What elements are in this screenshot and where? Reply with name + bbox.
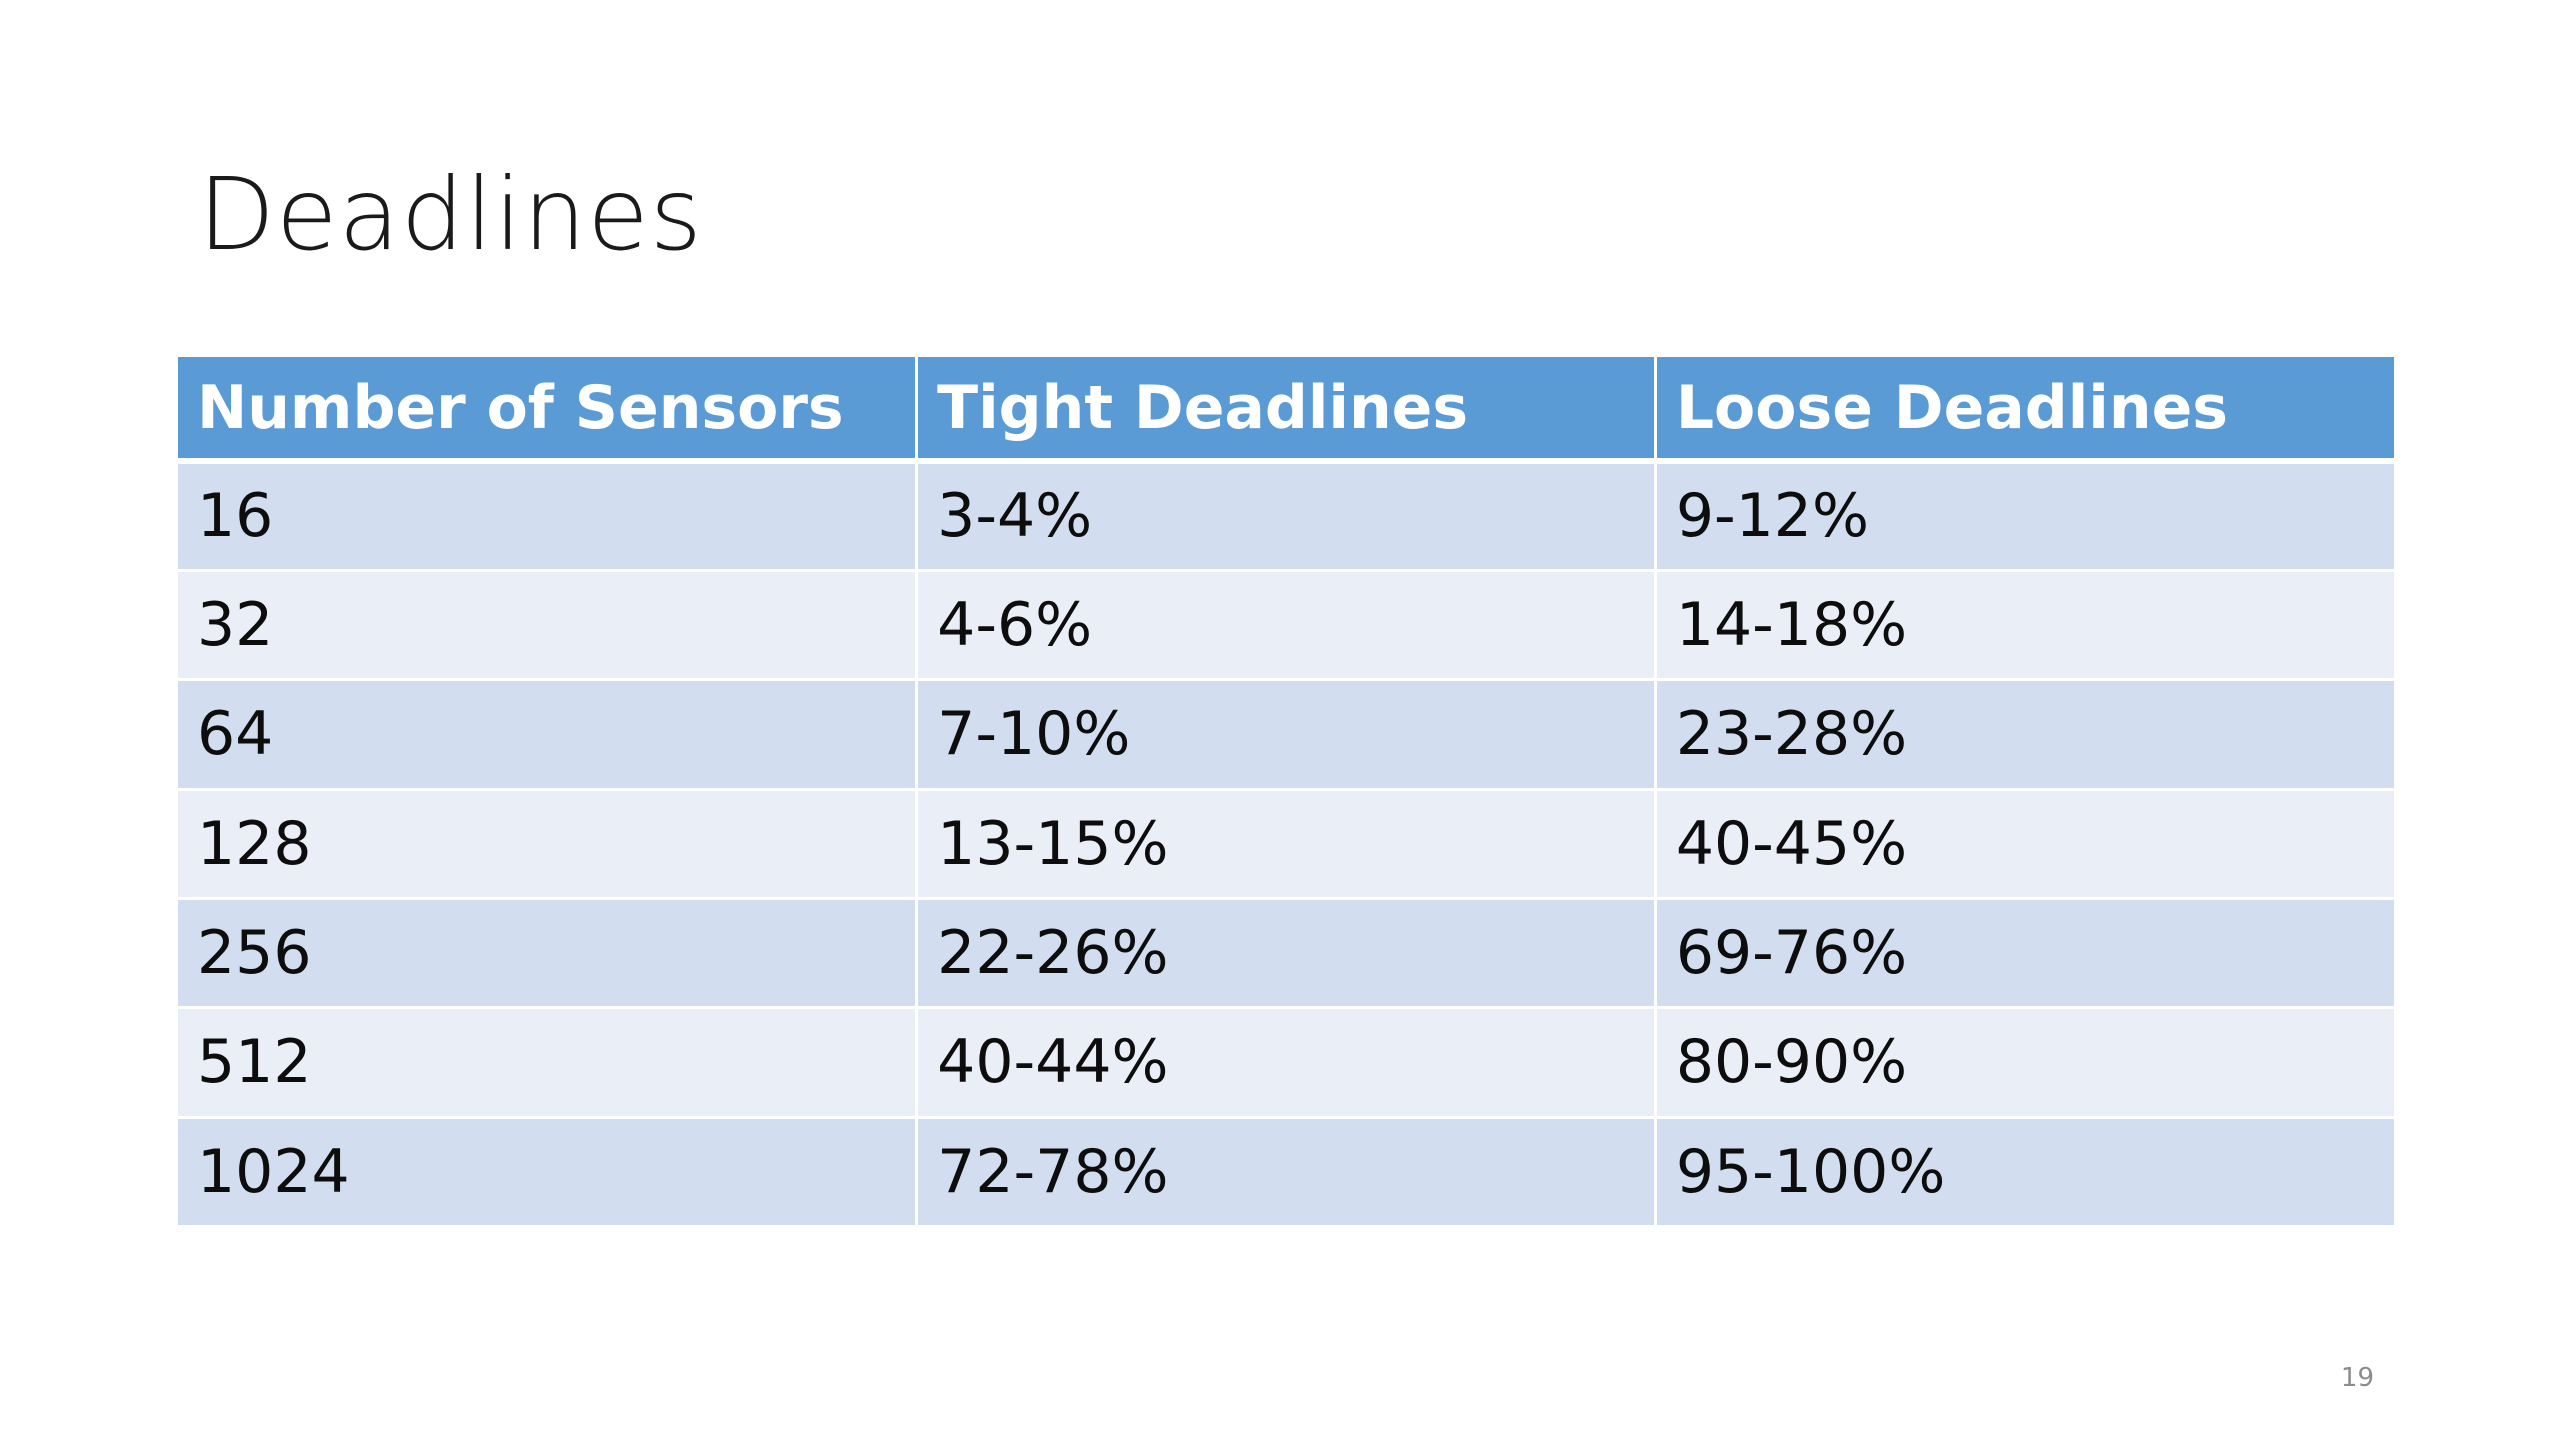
column-header-number-of-sensors: Number of Sensors (178, 357, 919, 464)
cell-tight-deadlines: 13-15% (916, 789, 1657, 900)
cell-loose-deadlines: 95-100% (1655, 1117, 2394, 1229)
deadlines-table: Number of Sensors Tight Deadlines Loose … (178, 357, 2394, 1229)
table-row: 64 7-10% 23-28% (178, 679, 2394, 791)
cell-tight-deadlines: 4-6% (916, 570, 1657, 682)
cell-tight-deadlines: 40-44% (916, 1007, 1657, 1119)
table-row: 256 22-26% 69-76% (178, 898, 2394, 1010)
cell-loose-deadlines: 80-90% (1655, 1007, 2394, 1119)
cell-tight-deadlines: 7-10% (916, 679, 1657, 791)
cell-number-of-sensors: 1024 (178, 1117, 919, 1229)
column-header-tight-deadlines: Tight Deadlines (916, 357, 1657, 464)
table-row: 32 4-6% 14-18% (178, 570, 2394, 682)
cell-loose-deadlines: 40-45% (1655, 789, 2394, 900)
cell-loose-deadlines: 23-28% (1655, 679, 2394, 791)
cell-loose-deadlines: 14-18% (1655, 570, 2394, 682)
cell-tight-deadlines: 3-4% (916, 461, 1657, 572)
table-row: 16 3-4% 9-12% (178, 461, 2394, 572)
cell-number-of-sensors: 256 (178, 898, 919, 1010)
column-header-loose-deadlines: Loose Deadlines (1655, 357, 2394, 464)
cell-number-of-sensors: 512 (178, 1007, 919, 1119)
cell-tight-deadlines: 22-26% (916, 898, 1657, 1010)
cell-number-of-sensors: 64 (178, 679, 919, 791)
table-row: 128 13-15% 40-45% (178, 789, 2394, 900)
cell-number-of-sensors: 128 (178, 789, 919, 900)
table-row: 1024 72-78% 95-100% (178, 1117, 2394, 1229)
cell-tight-deadlines: 72-78% (916, 1117, 1657, 1229)
page-number: 19 (2340, 1363, 2374, 1393)
slide-title: Deadlines (198, 156, 703, 273)
cell-loose-deadlines: 69-76% (1655, 898, 2394, 1010)
table-row: 512 40-44% 80-90% (178, 1007, 2394, 1119)
cell-loose-deadlines: 9-12% (1655, 461, 2394, 572)
table-header-row: Number of Sensors Tight Deadlines Loose … (178, 357, 2394, 464)
cell-number-of-sensors: 16 (178, 461, 919, 572)
cell-number-of-sensors: 32 (178, 570, 919, 682)
